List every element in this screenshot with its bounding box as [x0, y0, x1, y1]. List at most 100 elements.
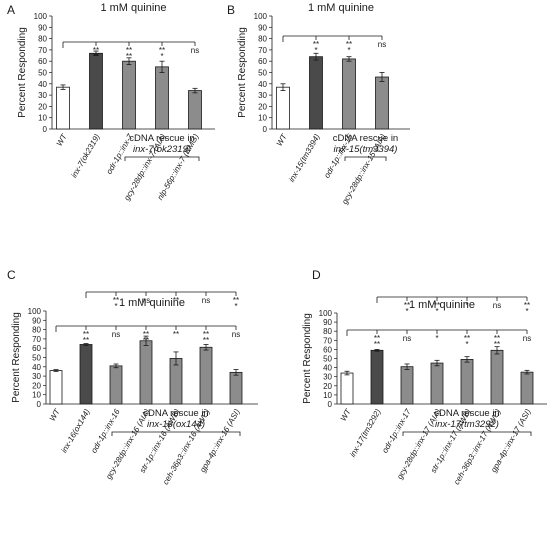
y-tick-label: 80: [323, 327, 332, 336]
significance-line: *: [465, 340, 468, 349]
bar: [109, 365, 123, 405]
significance-line: **: [524, 301, 530, 310]
y-tick-label: 10: [258, 114, 267, 123]
rescue-label: inx-15(tm3394): [334, 144, 398, 155]
y-tick-label: 90: [32, 316, 41, 325]
significance-label: ** *: [113, 296, 119, 311]
significance-line: **: [494, 340, 500, 349]
significance-line: *: [465, 301, 468, 310]
significance-line: **: [203, 330, 209, 339]
y-tick-label: 20: [323, 382, 332, 391]
rescue-bracket: [124, 156, 200, 161]
chart-title: 1 mM quinine: [409, 299, 475, 311]
significance-line: **: [126, 46, 132, 55]
category-label: inx-17(tm3292): [348, 407, 383, 458]
chart-title: 1 mM quinine: [308, 2, 374, 14]
significance-line: *: [114, 302, 117, 311]
significance-label: ns: [202, 296, 210, 305]
significance-line: **: [83, 336, 89, 345]
significance-label: ** **: [203, 330, 209, 345]
significance-line: **: [346, 40, 352, 49]
bar: [309, 56, 323, 130]
significance-line: **: [113, 296, 119, 305]
bar: [520, 371, 534, 405]
significance-label: ** *: [404, 301, 410, 316]
panel-letter: C: [7, 268, 16, 282]
y-tick-label: 90: [258, 23, 267, 32]
rescue-bracket: [344, 156, 387, 161]
y-tick-label: 40: [38, 80, 47, 89]
rescue-label: cDNA rescue in: [143, 408, 208, 419]
chart-title: 1 mM quinine: [100, 2, 166, 14]
significance-label: ** *: [464, 334, 470, 349]
y-tick-label: 80: [258, 35, 267, 44]
bar: [199, 346, 213, 405]
rescue-label: cDNA rescue in: [434, 408, 499, 419]
y-tick-label: 10: [32, 391, 41, 400]
significance-line: *: [347, 46, 350, 55]
y-tick-label: 50: [38, 69, 47, 78]
significance-line: ns: [378, 40, 386, 49]
bar: [276, 86, 290, 130]
y-tick-label: 20: [258, 102, 267, 111]
bar: [229, 371, 243, 405]
significance-line: **: [126, 52, 132, 61]
chart-panel-b: B 1 mM quinine 0 10 20 30 40 50 60 70 80 90 100 Perce…: [227, 2, 410, 206]
significance-label: ** **: [126, 46, 132, 61]
bar: [342, 58, 356, 130]
bar: [430, 362, 444, 405]
bar: [375, 76, 389, 130]
significance-line: **: [494, 334, 500, 343]
significance-label: **: [173, 330, 179, 339]
significance-line: **: [404, 301, 410, 310]
y-axis-label: Percent Responding: [302, 313, 313, 404]
panel-letter: D: [312, 268, 321, 282]
significance-label: ** *: [313, 40, 319, 55]
significance-label: ** *: [233, 296, 239, 311]
category-label: odr-1p::inx-17: [380, 407, 413, 455]
bar: [370, 349, 384, 405]
y-tick-label: 50: [258, 69, 267, 78]
y-tick-label: 30: [258, 91, 267, 100]
significance-label: ns: [112, 330, 120, 339]
y-tick-label: 90: [323, 318, 332, 327]
significance-line: *: [234, 302, 237, 311]
significance-line: ns: [202, 296, 210, 305]
rescue-label: inx-17(tm3292): [435, 419, 499, 430]
significance-line: **: [159, 46, 165, 55]
category-label: WT: [275, 132, 290, 148]
y-tick-label: 50: [32, 354, 41, 363]
category-label: WT: [55, 132, 70, 148]
y-tick-label: 70: [258, 46, 267, 55]
rescue-bracket: [111, 431, 241, 436]
y-tick-label: 50: [323, 355, 332, 364]
y-tick-label: 60: [32, 344, 41, 353]
significance-label: ns: [378, 40, 386, 49]
y-tick-label: 10: [38, 114, 47, 123]
significance-line: ns: [232, 330, 240, 339]
significance-label: ** *: [434, 301, 440, 316]
y-tick-label: 0: [263, 125, 268, 134]
significance-line: **: [143, 330, 149, 339]
rescue-label: cDNA rescue in: [129, 133, 194, 144]
bar: [460, 359, 474, 405]
significance-label: ns: [493, 301, 501, 310]
significance-label: ** **: [83, 330, 89, 345]
rescue-label: inx-16(ox144): [147, 419, 205, 430]
y-axis-label: Percent Responding: [11, 312, 22, 403]
bar: [188, 90, 202, 130]
category-label: WT: [48, 407, 63, 423]
y-tick-label: 80: [38, 35, 47, 44]
rescue-label: cDNA rescue in: [333, 133, 398, 144]
significance-line: ns: [112, 330, 120, 339]
bar: [89, 52, 103, 130]
significance-label: ** **: [93, 46, 99, 61]
significance-line: ns: [191, 46, 199, 55]
significance-line: **: [173, 330, 179, 339]
significance-label: ns: [403, 334, 411, 343]
y-tick-label: 100: [319, 309, 333, 318]
significance-line: **: [93, 52, 99, 61]
category-label: inx-16(ox144): [59, 407, 91, 454]
chart-title: 1 mM quinine: [119, 297, 185, 309]
